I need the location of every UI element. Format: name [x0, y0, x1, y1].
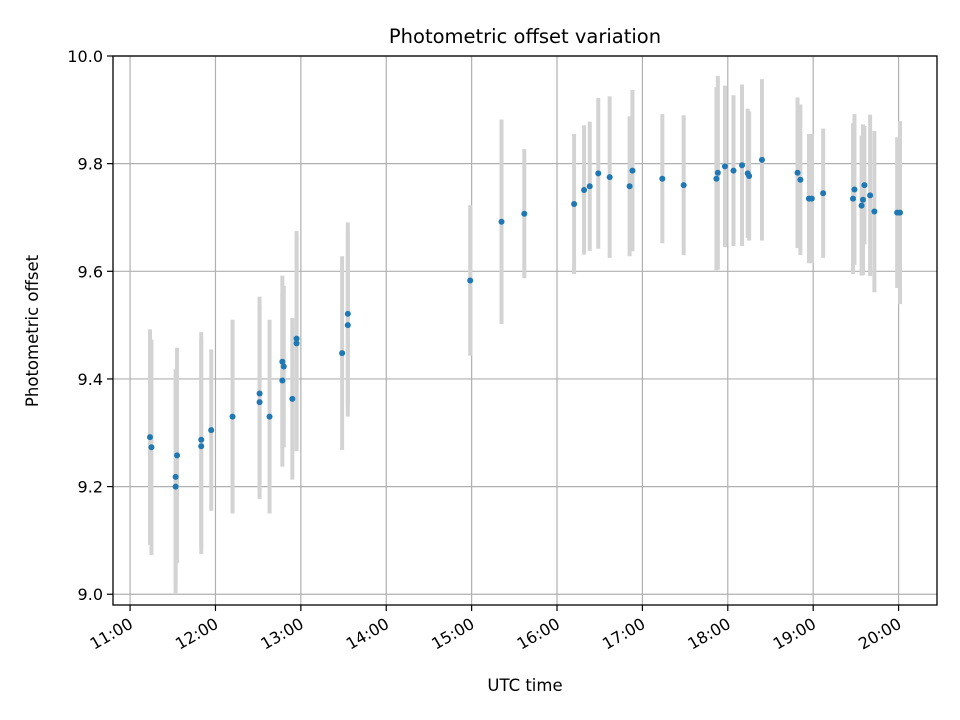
data-point	[344, 322, 351, 329]
data-point	[147, 434, 154, 441]
data-point	[867, 192, 874, 199]
data-point	[659, 175, 666, 182]
y-axis-label: Photometric offset	[23, 254, 42, 407]
y-tick-label: 9.6	[78, 262, 103, 281]
data-point	[896, 209, 903, 216]
data-point	[680, 182, 687, 189]
plot-frame	[112, 55, 938, 606]
data-point	[344, 310, 351, 317]
data-point	[208, 427, 215, 434]
data-point	[148, 444, 155, 451]
data-point	[851, 186, 858, 193]
y-tick-label: 9.2	[78, 478, 103, 497]
data-point	[850, 195, 857, 202]
data-point	[279, 358, 286, 365]
data-point	[289, 395, 296, 402]
x-axis-label: UTC time	[487, 676, 562, 695]
data-point	[293, 340, 300, 347]
data-point	[606, 174, 613, 181]
data-point	[797, 176, 804, 183]
data-point	[586, 183, 593, 190]
point-layer	[147, 156, 903, 490]
y-tick-label: 9.4	[78, 370, 103, 389]
data-point	[721, 163, 728, 170]
data-point	[174, 452, 181, 459]
chart-title: Photometric offset variation	[389, 25, 661, 48]
y-tick-label: 9.8	[78, 155, 103, 174]
data-point	[739, 162, 746, 169]
data-point	[198, 443, 205, 450]
data-point	[808, 195, 815, 202]
data-point	[571, 201, 578, 208]
data-point	[521, 210, 528, 217]
y-tick-label: 9.0	[78, 585, 103, 604]
data-point	[266, 413, 273, 420]
data-point	[279, 377, 286, 384]
data-point	[858, 202, 865, 209]
data-point	[198, 436, 205, 443]
data-point	[714, 169, 721, 176]
data-point	[730, 167, 737, 174]
data-point	[746, 173, 753, 180]
data-point	[595, 170, 602, 177]
data-point	[256, 390, 263, 397]
data-point	[713, 175, 720, 182]
data-point	[467, 277, 474, 284]
data-point	[626, 183, 633, 190]
data-point	[581, 187, 588, 194]
y-axis: 9.0 9.2 9.4 9.6 9.8 10.0	[67, 47, 113, 604]
data-point	[794, 169, 801, 176]
data-point	[498, 218, 505, 225]
data-point	[861, 182, 868, 189]
data-point	[758, 156, 765, 163]
data-point	[229, 413, 236, 420]
data-point	[172, 473, 179, 480]
data-point	[172, 483, 179, 490]
data-point	[629, 167, 636, 174]
data-point	[871, 208, 878, 215]
data-point	[256, 399, 263, 406]
data-point	[293, 335, 300, 342]
data-point	[339, 350, 346, 357]
y-tick-label: 10.0	[67, 47, 103, 66]
data-point	[859, 196, 866, 203]
data-point	[280, 363, 287, 370]
data-point	[820, 190, 827, 197]
